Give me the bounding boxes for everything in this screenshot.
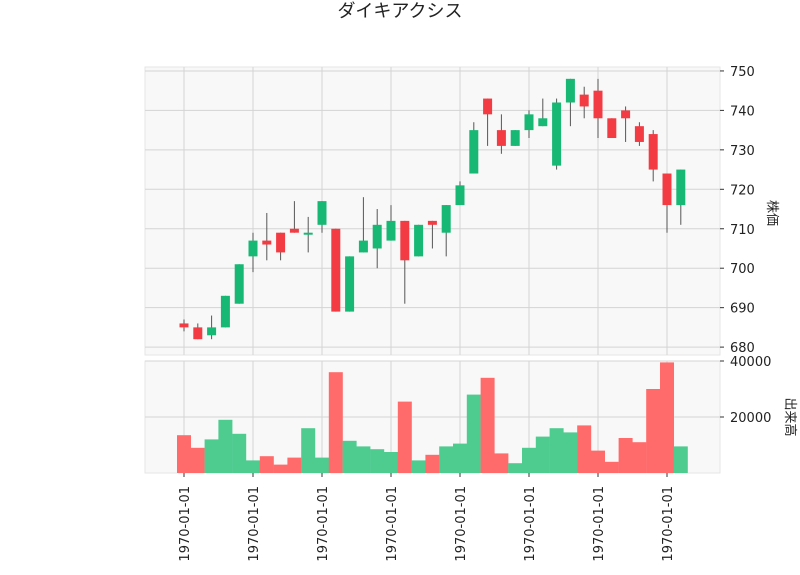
candle-body: [317, 201, 327, 225]
volume-bar: [453, 443, 467, 473]
candle-body: [648, 134, 658, 170]
candle-body: [441, 205, 451, 233]
volume-bar: [577, 425, 592, 473]
candle-body: [179, 323, 189, 328]
candle-body: [469, 130, 479, 174]
candle-body: [386, 220, 396, 241]
volume-bar: [190, 447, 205, 473]
volume-bar: [328, 372, 343, 473]
candle-body: [579, 94, 589, 107]
volume-bar: [342, 440, 357, 473]
volume-bar: [259, 456, 274, 473]
volume-bar: [287, 457, 302, 473]
volume-bar: [604, 461, 619, 473]
price-tick-label: 710: [730, 223, 755, 238]
volume-bar: [411, 460, 426, 473]
x-tick-label: 1970-01-01: [661, 486, 676, 562]
candle-body: [372, 224, 382, 249]
candle-body: [345, 256, 355, 312]
volume-bar: [660, 362, 674, 473]
price-tick-label: 740: [730, 104, 755, 119]
price-tick-label: 720: [730, 183, 755, 198]
volume-bar: [591, 450, 605, 473]
candle-body: [234, 264, 244, 304]
candle-body: [427, 220, 437, 225]
candle-body: [207, 327, 217, 336]
volume-bar: [232, 433, 247, 473]
candle-body: [193, 327, 203, 340]
volume-bar: [618, 438, 633, 473]
volume-bar: [535, 436, 550, 473]
volume-bar: [356, 446, 371, 473]
candle-body: [676, 169, 686, 206]
candle-body: [607, 118, 617, 139]
volume-bar: [218, 419, 233, 473]
price-tick-label: 730: [730, 144, 755, 159]
x-tick-label: 1970-01-01: [523, 486, 538, 562]
volume-bar: [632, 442, 647, 473]
candle-body: [358, 240, 368, 253]
volume-tick-label: 40000: [730, 355, 771, 370]
candle-body: [552, 102, 562, 166]
price-tick-label: 750: [730, 65, 755, 80]
candle-body: [303, 232, 313, 235]
candle-body: [593, 90, 603, 119]
candle-body: [276, 232, 286, 253]
volume-bar: [397, 401, 412, 473]
volume-bar: [673, 446, 688, 473]
candle-body: [621, 110, 631, 119]
price-tick-label: 690: [730, 302, 755, 317]
price-axis-label: 株価: [764, 200, 779, 226]
volume-bar: [563, 432, 578, 473]
candle-body: [400, 220, 410, 261]
x-tick-label: 1970-01-01: [178, 486, 193, 562]
x-tick-label: 1970-01-01: [385, 486, 400, 562]
candle-body: [331, 228, 341, 312]
x-tick-label: 1970-01-01: [247, 486, 262, 562]
volume-bar: [439, 446, 454, 473]
candle-body: [289, 228, 299, 233]
axes: 680 690 700 710 720 730 740 750 20000 40000 1970-0…: [178, 65, 771, 562]
candle-body: [414, 224, 424, 257]
volume-bar: [522, 447, 536, 473]
volume-bar: [246, 460, 260, 473]
candle-body: [524, 114, 534, 131]
candle-body: [483, 98, 493, 115]
volume-bar: [508, 463, 523, 473]
candles: [179, 78, 686, 340]
volume-bar: [370, 449, 385, 473]
x-tick-label: 1970-01-01: [592, 486, 607, 562]
chart-title: ダイキアクシス: [337, 1, 462, 22]
candle-body: [248, 240, 258, 257]
candle-body: [662, 173, 672, 206]
volume-bars: [177, 362, 688, 473]
candle-body: [510, 130, 520, 146]
volume-bar: [273, 464, 288, 473]
volume-bar: [480, 377, 495, 473]
volume-bar: [315, 457, 329, 473]
price-tick-label: 700: [730, 262, 755, 277]
x-tick-label: 1970-01-01: [316, 486, 331, 562]
candle-body: [262, 240, 272, 245]
volume-bar: [177, 435, 191, 473]
volume-bar: [549, 428, 564, 473]
candle-body: [496, 130, 506, 146]
volume-bar: [204, 439, 219, 473]
candle-body: [634, 126, 644, 142]
candle-body: [220, 295, 230, 328]
volume-bar: [646, 389, 661, 473]
volume-bar: [494, 453, 509, 473]
volume-bar: [301, 428, 316, 473]
volume-bar: [384, 452, 398, 473]
candle-body: [565, 78, 575, 103]
volume-bar: [425, 454, 440, 473]
price-tick-label: 680: [730, 341, 755, 356]
x-tick-label: 1970-01-01: [454, 486, 469, 562]
volume-axis-label: 出来高: [782, 397, 798, 436]
volume-bar: [466, 394, 481, 473]
volume-tick-label: 20000: [730, 411, 771, 426]
candle-body: [538, 118, 548, 127]
candle-body: [455, 185, 465, 206]
